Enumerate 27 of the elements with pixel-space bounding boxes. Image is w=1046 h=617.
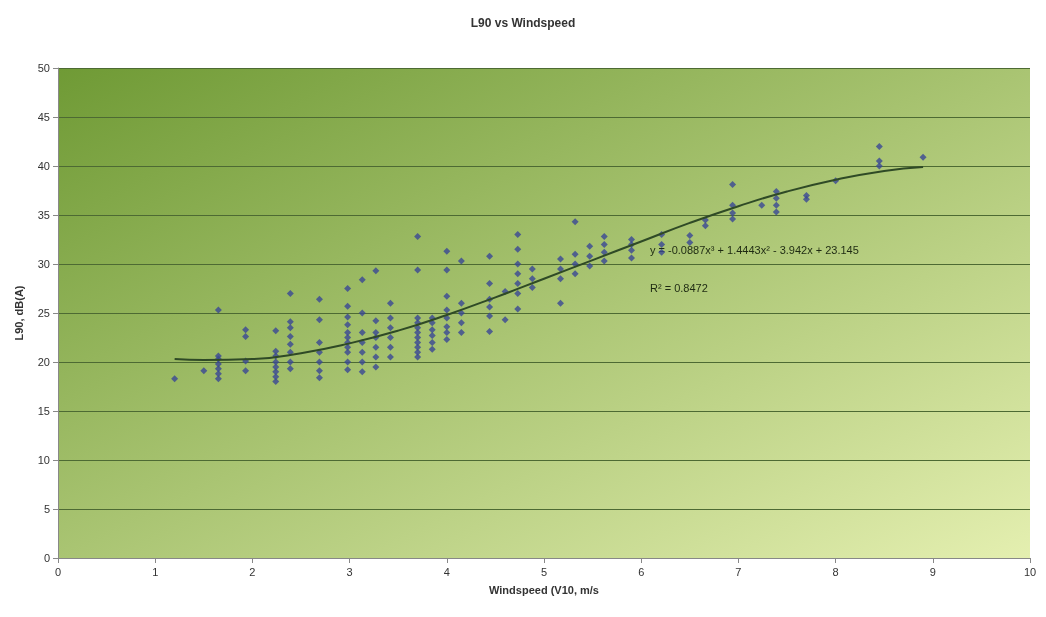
x-tick-label: 2 [249,565,256,578]
x-tick-label: 10 [1023,565,1037,578]
x-tick-label: 7 [735,565,742,578]
y-tick-label: 50 [37,62,50,74]
x-tick-label: 6 [638,565,645,578]
line-series [173,165,925,362]
x-tick-label: 3 [346,565,353,578]
y-tick-label: 35 [37,209,50,221]
x-tick-label: 5 [540,565,548,578]
y-tick-label: 0 [43,552,50,564]
y-tick-label: 30 [37,258,50,270]
y-tick-label: 5 [43,503,50,515]
x-tick-label: 0 [54,565,62,578]
x-tick-label: 4 [443,565,450,578]
x-tick-label: 1 [152,565,159,578]
x-tick-label: 8 [832,565,839,578]
chart-title: L90 vs Windspeed [470,16,576,30]
y-axis-title: L90, dB(A) [12,285,25,341]
x-tick-label: 9 [929,565,936,578]
x-axis-title: Windspeed (V10, m/s [489,583,599,596]
y-tick-label: 20 [37,356,50,368]
y-tick-label: 40 [37,160,50,172]
y-tick-label: 45 [37,111,50,123]
y-tick-label: 25 [37,307,50,319]
y-tick-label: 10 [37,454,50,466]
y-tick-label: 15 [37,405,50,417]
annotation: R² = 0.8472 [650,281,708,294]
